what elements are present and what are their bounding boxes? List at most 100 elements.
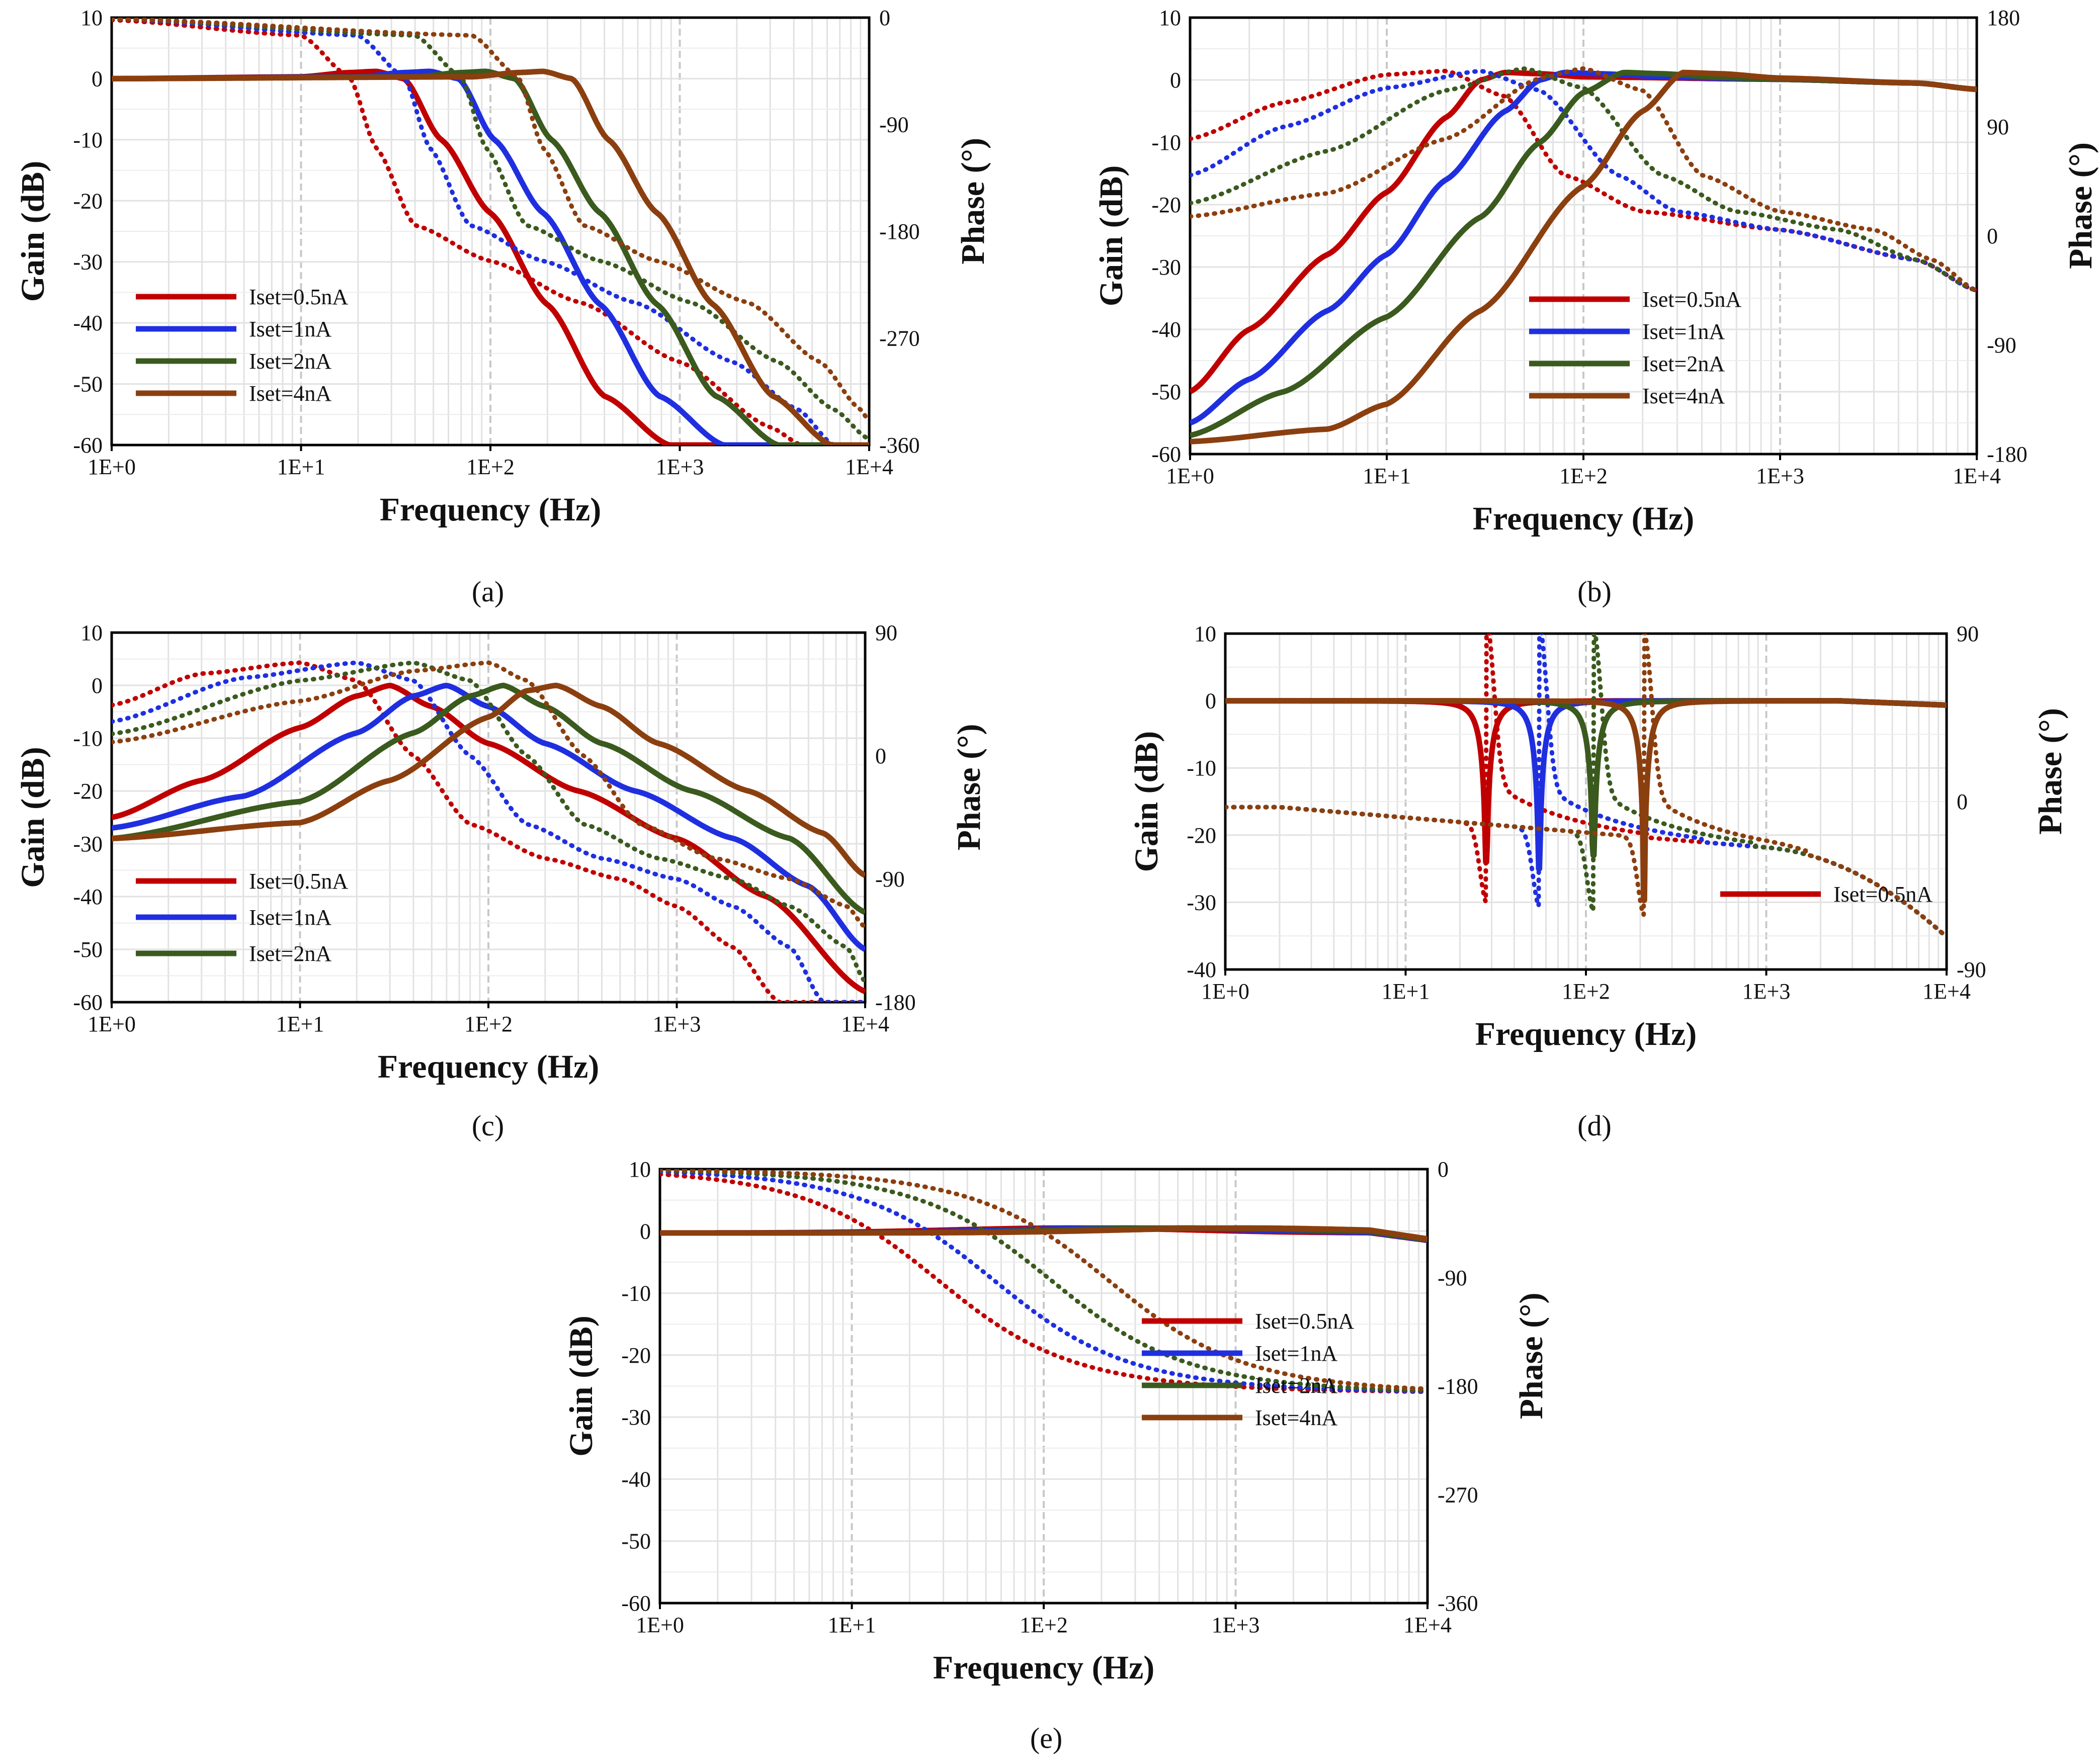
- gain-line-Iset=4nA: [1190, 69, 1977, 445]
- x-tick-label: 1E+2: [1562, 979, 1610, 1004]
- panel-label: (d): [1577, 1109, 1612, 1142]
- y2-tick-label: -360: [879, 433, 920, 458]
- y-tick-label: -20: [621, 1343, 651, 1368]
- x-tick-label: 1E+4: [1953, 464, 2001, 488]
- x-tick-label: 1E+4: [841, 1012, 889, 1036]
- y-tick-label: 10: [629, 1157, 651, 1182]
- legend-entry: Iset=0.5nA: [1833, 882, 1933, 907]
- x-tick-label: 1E+0: [88, 455, 136, 479]
- phase-line-Iset=2nA: [112, 660, 865, 984]
- y-tick-label: -20: [1151, 193, 1181, 217]
- panel-label: (c): [472, 1109, 504, 1142]
- y2-tick-label: -90: [1438, 1266, 1467, 1290]
- y-tick-label: -40: [1187, 957, 1216, 982]
- y2-tick-label: -270: [1438, 1482, 1478, 1507]
- x-tick-label: 1E+1: [1363, 464, 1411, 488]
- x-tick-label: 1E+2: [1559, 464, 1608, 488]
- y2-tick-label: -360: [1438, 1591, 1478, 1616]
- y-tick-label: -20: [73, 189, 103, 213]
- y2-tick-label: -90: [1957, 957, 1986, 982]
- gain-line-Iset=1nA: [112, 682, 865, 952]
- y-tick-label: -20: [73, 779, 103, 804]
- y-tick-label: -60: [1151, 442, 1181, 467]
- y2-tick-label: -180: [879, 219, 920, 244]
- y-tick-label: -50: [73, 372, 103, 397]
- y-tick-label: -10: [73, 726, 103, 751]
- y-tick-label: -50: [73, 937, 103, 962]
- y-axis-label: Gain (dB): [563, 1315, 600, 1457]
- legend-entry: Iset=1nA: [1642, 319, 1725, 344]
- x-tick-label: 1E+3: [1756, 464, 1804, 488]
- legend-b: Iset=0.5nA Iset=1nA Iset=2nA Iset=4nA: [1529, 287, 1741, 408]
- grid-c: [112, 632, 865, 1003]
- y2-axis-label: Phase (°): [2032, 708, 2069, 835]
- grid-a: [112, 17, 869, 446]
- y-tick-label: 10: [1159, 6, 1181, 30]
- legend-entry: Iset=4nA: [1255, 1405, 1337, 1430]
- phase-line-Iset=0.5nA: [112, 660, 865, 1002]
- gain-line-Iset=4nA: [112, 68, 869, 445]
- y-tick-label: -40: [621, 1467, 651, 1491]
- x-axis-label: Frequency (Hz): [933, 1649, 1155, 1686]
- y-tick-label: 0: [1205, 689, 1216, 714]
- phase-line-Iset=4nA: [112, 18, 869, 424]
- y2-tick-label: 0: [875, 744, 886, 768]
- y-tick-label: -60: [621, 1591, 651, 1616]
- legend-entry: Iset=0.5nA: [1642, 287, 1741, 312]
- y-tick-label: 0: [640, 1219, 651, 1244]
- y2-tick-label: -90: [879, 113, 909, 137]
- phase-line-Iset=0.5nA: [112, 18, 869, 445]
- y2-tick-label: -90: [1987, 333, 2017, 358]
- panel-label: (b): [1577, 575, 1612, 608]
- x-tick-label: 1E+2: [466, 455, 515, 479]
- gain-line-Iset=4nA: [660, 1225, 1427, 1242]
- x-tick-label: 1E+0: [88, 1012, 136, 1036]
- y-tick-label: 10: [80, 6, 103, 30]
- x-tick-label: 1E+1: [828, 1613, 876, 1637]
- phase-line-Iset=2nA: [1190, 66, 1977, 293]
- y-axis-label: Gain (dB): [15, 747, 51, 888]
- y2-tick-label: -180: [875, 990, 916, 1015]
- gain-line-Iset=4nA: [1225, 698, 1947, 904]
- legend-entry: Iset=0.5nA: [1255, 1309, 1354, 1334]
- y-axis-label: Gain (dB): [1128, 731, 1165, 872]
- y-tick-label: -50: [1151, 380, 1181, 404]
- y2-tick-label: 0: [879, 6, 890, 30]
- y-tick-label: 0: [92, 66, 103, 91]
- y-tick-label: -10: [73, 128, 103, 152]
- panel-c-bandpass: 1E+0 1E+1 1E+2 1E+3 1E+4 10 0 -10 -20 -30 -40 -50 -6…: [15, 621, 987, 1142]
- y2-tick-label: -270: [879, 326, 920, 351]
- y-tick-label: 0: [92, 673, 103, 698]
- x-tick-label: 1E+3: [656, 455, 704, 479]
- legend-entry: Iset=4nA: [1642, 384, 1725, 408]
- y-tick-label: -10: [621, 1281, 651, 1306]
- y2-axis-label: Phase (°): [2062, 142, 2099, 269]
- x-tick-label: 1E+3: [653, 1012, 701, 1036]
- legend-entry: Iset=2nA: [249, 349, 331, 374]
- x-tick-label: 1E+1: [276, 1012, 324, 1036]
- y-tick-label: -20: [1187, 823, 1216, 848]
- legend-entry: Iset=1nA: [249, 905, 331, 930]
- y2-tick-label: 90: [875, 621, 897, 645]
- curves-b: [1190, 66, 1977, 445]
- x-tick-label: 1E+1: [1382, 979, 1430, 1004]
- y2-tick-label: 0: [1438, 1157, 1449, 1182]
- phase-line-Iset=2nA: [660, 1169, 1427, 1393]
- y2-tick-label: -180: [1987, 442, 2028, 467]
- y2-tick-label: 90: [1987, 115, 2009, 139]
- y-tick-label: -10: [1187, 756, 1216, 780]
- x-tick-label: 1E+0: [636, 1613, 684, 1637]
- x-axis-label: Frequency (Hz): [1473, 500, 1695, 537]
- y-tick-label: -50: [621, 1529, 651, 1554]
- y-tick-label: 10: [80, 621, 103, 645]
- y2-tick-label: 180: [1987, 6, 2020, 30]
- phase-line-Iset=1nA: [1190, 68, 1977, 293]
- y2-tick-label: 0: [1987, 224, 1998, 248]
- y-tick-label: -30: [73, 832, 103, 856]
- curves-a: [112, 18, 869, 445]
- panel-d-bandstop: 1E+0 1E+1 1E+2 1E+3 1E+4 10 0 -10 -20 -30 -40 90 0 -9…: [1128, 622, 2069, 1142]
- y2-tick-label: 0: [1957, 789, 1968, 814]
- y-tick-label: -30: [621, 1405, 651, 1430]
- legend-entry: Iset=2nA: [1255, 1373, 1337, 1398]
- x-tick-label: 1E+4: [845, 455, 893, 479]
